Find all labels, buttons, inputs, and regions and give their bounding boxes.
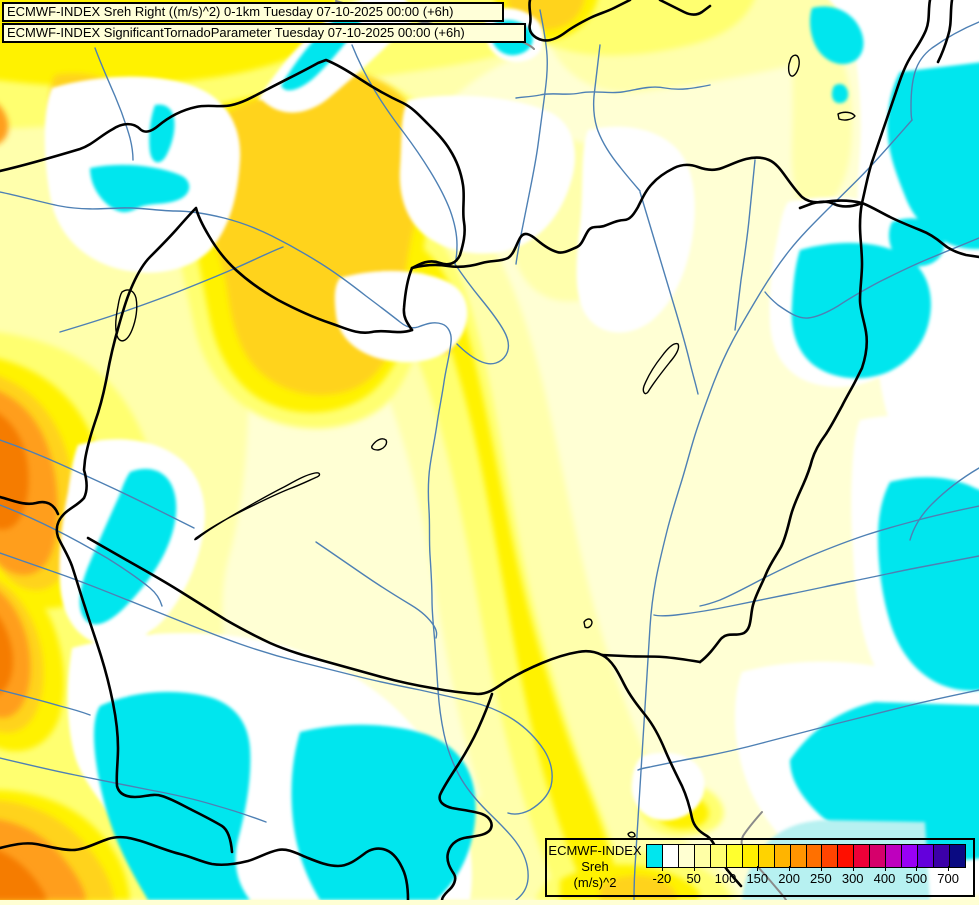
colorbar-cell xyxy=(854,845,871,867)
colorbar-tick xyxy=(725,866,727,871)
colorbar-cell xyxy=(647,845,663,867)
legend-tick-label: 50 xyxy=(686,871,701,886)
colorbar-tick xyxy=(757,866,759,871)
legend-tick-label: 400 xyxy=(873,871,896,886)
legend-tick-label: 200 xyxy=(778,871,800,886)
colorbar-cell xyxy=(662,845,679,867)
colorbar-cell xyxy=(726,845,743,867)
colorbar-tick xyxy=(661,866,663,871)
legend-tick-label: 100 xyxy=(714,871,737,886)
colorbar-cell xyxy=(870,845,887,867)
map-title-line-2: ECMWF-INDEX SignificantTornadoParameter … xyxy=(2,23,526,43)
colorbar-cell xyxy=(774,845,791,867)
field-orange-regions xyxy=(0,106,86,900)
colorbar-tick xyxy=(789,866,791,871)
lake-outlines xyxy=(115,54,856,838)
colorbar-cell xyxy=(934,845,951,867)
legend-tick-label: 250 xyxy=(810,871,832,886)
colorbar-tick xyxy=(852,866,854,871)
colorbar-cell xyxy=(758,845,775,867)
colorbar-cell xyxy=(886,845,903,867)
colorbar-tick xyxy=(820,866,822,871)
colorbar-cell xyxy=(694,845,711,867)
map-title-line-1: ECMWF-INDEX Sreh Right ((m/s)^2) 0-1km T… xyxy=(2,2,504,22)
legend-parameter-name: Sreh xyxy=(581,859,609,874)
colorbar-tick xyxy=(916,866,918,871)
legend-title: ECMWF-INDEX xyxy=(548,843,642,858)
colorbar-tick xyxy=(884,866,886,871)
colorbar-cell xyxy=(838,845,855,867)
rivers xyxy=(0,9,979,901)
colorbar-cell xyxy=(918,845,935,867)
legend-colorbar xyxy=(646,844,966,868)
legend-tick-label: 300 xyxy=(841,871,864,886)
legend-tick-label: -20 xyxy=(652,871,672,886)
legend-ticks: -20 50 100 150 200 250 300 400 500 700 xyxy=(646,866,964,888)
legend-tick-label: 500 xyxy=(905,871,928,886)
lake-ferto xyxy=(115,289,138,342)
legend-tick-label: 150 xyxy=(746,871,769,886)
colorbar-cell xyxy=(902,845,919,867)
colorbar-cell xyxy=(806,845,823,867)
colorbar-tick xyxy=(948,866,950,871)
legend-tick-label: 700 xyxy=(937,871,959,886)
lake-balaton xyxy=(194,472,321,541)
colorbar-cell xyxy=(678,845,695,867)
legend-frame xyxy=(545,838,975,897)
colorbar-tick xyxy=(693,866,695,871)
colorbar-cell xyxy=(710,845,727,867)
colorbar-cell xyxy=(742,845,759,867)
legend-units: (m/s)^2 xyxy=(573,875,617,890)
colorbar-cell xyxy=(822,845,839,867)
colorbar-cell xyxy=(950,845,966,867)
colorbar-cell xyxy=(790,845,807,867)
lake-tisza xyxy=(642,342,680,395)
